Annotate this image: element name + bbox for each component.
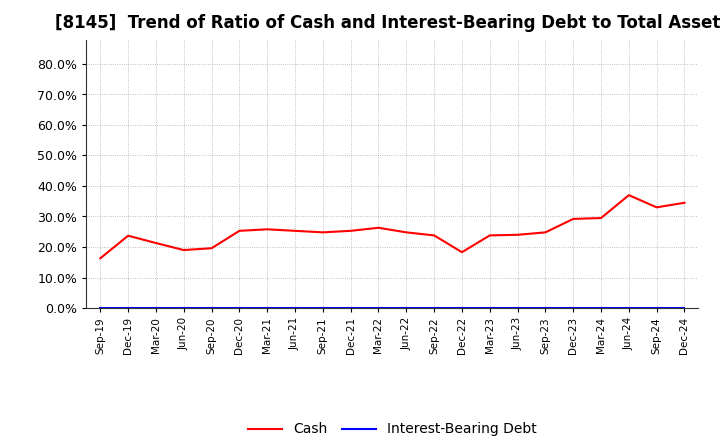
Cash bbox=[485, 233, 494, 238]
Interest-Bearing Debt bbox=[652, 305, 661, 311]
Interest-Bearing Debt bbox=[152, 305, 161, 311]
Interest-Bearing Debt bbox=[485, 305, 494, 311]
Cash bbox=[152, 240, 161, 246]
Cash bbox=[513, 232, 522, 238]
Cash bbox=[430, 233, 438, 238]
Interest-Bearing Debt bbox=[96, 305, 104, 311]
Title: [8145]  Trend of Ratio of Cash and Interest-Bearing Debt to Total Assets: [8145] Trend of Ratio of Cash and Intere… bbox=[55, 15, 720, 33]
Interest-Bearing Debt bbox=[430, 305, 438, 311]
Cash bbox=[569, 216, 577, 222]
Interest-Bearing Debt bbox=[207, 305, 216, 311]
Interest-Bearing Debt bbox=[541, 305, 550, 311]
Cash bbox=[263, 227, 271, 232]
Cash bbox=[402, 230, 410, 235]
Interest-Bearing Debt bbox=[374, 305, 383, 311]
Interest-Bearing Debt bbox=[318, 305, 327, 311]
Cash bbox=[179, 247, 188, 253]
Interest-Bearing Debt bbox=[263, 305, 271, 311]
Cash bbox=[96, 256, 104, 261]
Cash bbox=[207, 246, 216, 251]
Interest-Bearing Debt bbox=[624, 305, 633, 311]
Interest-Bearing Debt bbox=[291, 305, 300, 311]
Legend: Cash, Interest-Bearing Debt: Cash, Interest-Bearing Debt bbox=[242, 417, 543, 440]
Interest-Bearing Debt bbox=[569, 305, 577, 311]
Cash bbox=[291, 228, 300, 234]
Interest-Bearing Debt bbox=[458, 305, 467, 311]
Interest-Bearing Debt bbox=[235, 305, 243, 311]
Cash bbox=[318, 230, 327, 235]
Cash bbox=[652, 205, 661, 210]
Interest-Bearing Debt bbox=[179, 305, 188, 311]
Cash bbox=[374, 225, 383, 231]
Cash bbox=[124, 233, 132, 238]
Interest-Bearing Debt bbox=[402, 305, 410, 311]
Cash bbox=[458, 249, 467, 255]
Interest-Bearing Debt bbox=[124, 305, 132, 311]
Cash bbox=[624, 193, 633, 198]
Interest-Bearing Debt bbox=[513, 305, 522, 311]
Cash bbox=[346, 228, 355, 234]
Cash bbox=[235, 228, 243, 234]
Interest-Bearing Debt bbox=[346, 305, 355, 311]
Cash bbox=[680, 200, 689, 205]
Interest-Bearing Debt bbox=[597, 305, 606, 311]
Line: Cash: Cash bbox=[100, 195, 685, 258]
Cash bbox=[541, 230, 550, 235]
Cash bbox=[597, 216, 606, 221]
Interest-Bearing Debt bbox=[680, 305, 689, 311]
